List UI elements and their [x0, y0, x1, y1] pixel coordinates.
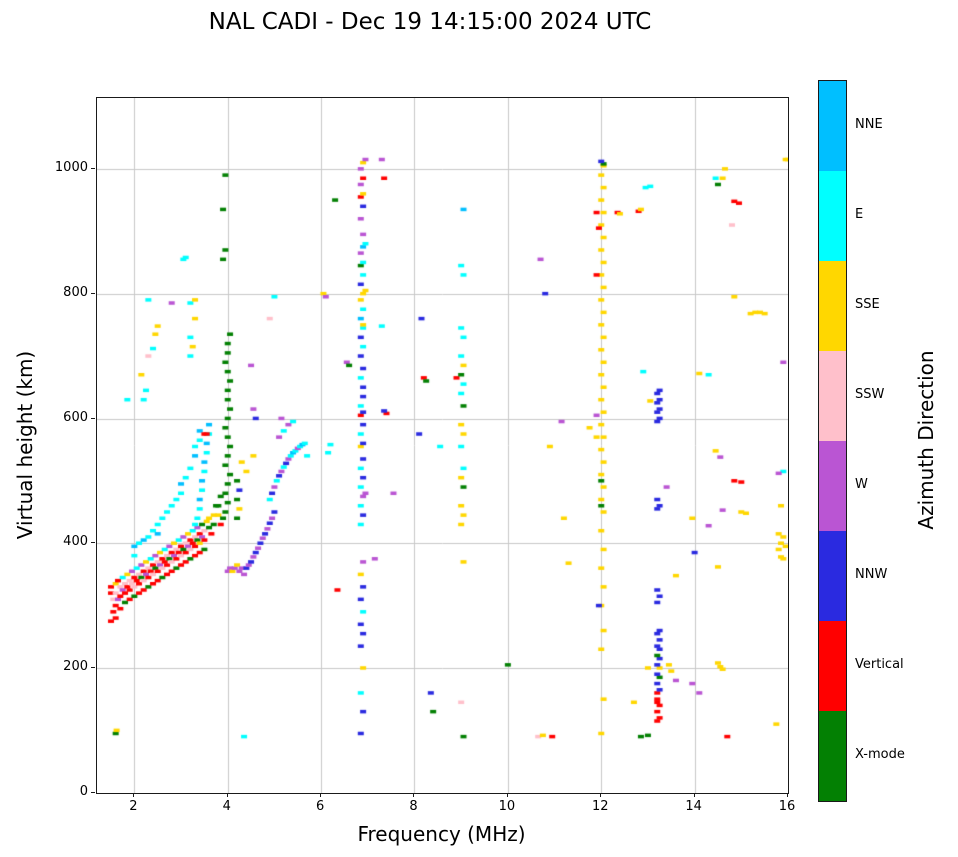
x-tick-label: 2: [129, 799, 138, 814]
y-tick-mark: [91, 542, 95, 544]
x-tick-label: 6: [315, 799, 325, 814]
chart-title: NAL CADI - Dec 19 14:15:00 2024 UTC: [208, 9, 652, 35]
x-tick-label: 4: [222, 799, 231, 814]
y-tick-mark: [91, 292, 95, 294]
colorbar-segment-sse: [819, 261, 846, 351]
plot-area: [96, 97, 789, 794]
y-tick-label: 800: [63, 284, 88, 300]
y-tick-mark: [91, 168, 95, 170]
y-tick-label: 0: [79, 784, 88, 799]
y-tick-label: 200: [63, 659, 88, 675]
y-axis-label: Virtual height (km): [13, 350, 37, 540]
x-tick-label: 12: [591, 799, 609, 814]
colorbar-category-label: X-mode: [855, 747, 905, 762]
x-tick-label: 10: [498, 799, 516, 814]
colorbar-segment-ssw: [819, 351, 846, 441]
colorbar-category-label: W: [855, 477, 868, 492]
colorbar-segment-vertical: [819, 621, 846, 711]
y-tick-mark: [91, 792, 95, 793]
colorbar-category-label: Vertical: [855, 657, 904, 672]
x-tick-mark: [506, 793, 508, 797]
colorbar-category-label: E: [855, 207, 864, 222]
scatter-canvas: [97, 98, 788, 793]
x-tick-label: 14: [685, 799, 702, 814]
y-tick-mark: [91, 417, 95, 419]
colorbar-segment-nnw: [819, 531, 846, 621]
y-tick-mark: [91, 667, 95, 669]
colorbar-category-label: NNW: [855, 567, 888, 582]
colorbar-category-label: SSW: [855, 387, 885, 402]
x-tick-label: 16: [778, 799, 796, 814]
y-tick-label: 1000: [54, 160, 88, 176]
colorbar-category-label: NNE: [855, 117, 883, 132]
colorbar: [818, 80, 847, 802]
y-tick-label: 400: [63, 534, 88, 550]
colorbar-segment-w: [819, 441, 846, 531]
colorbar-title: Azimuth Direction: [914, 350, 938, 530]
colorbar-segment-x-mode: [819, 711, 846, 801]
x-tick-mark: [600, 793, 602, 797]
x-tick-mark: [320, 793, 322, 797]
colorbar-category-label: SSE: [855, 297, 880, 312]
y-tick-label: 600: [63, 409, 88, 425]
colorbar-segment-e: [819, 171, 846, 261]
x-tick-mark: [133, 793, 135, 797]
colorbar-segment-nne: [819, 81, 846, 171]
x-tick-mark: [413, 793, 415, 797]
x-tick-mark: [693, 793, 695, 797]
x-tick-mark: [787, 793, 788, 797]
x-tick-label: 8: [409, 799, 418, 814]
x-axis-label: Frequency (MHz): [357, 822, 526, 846]
x-tick-mark: [226, 793, 228, 797]
